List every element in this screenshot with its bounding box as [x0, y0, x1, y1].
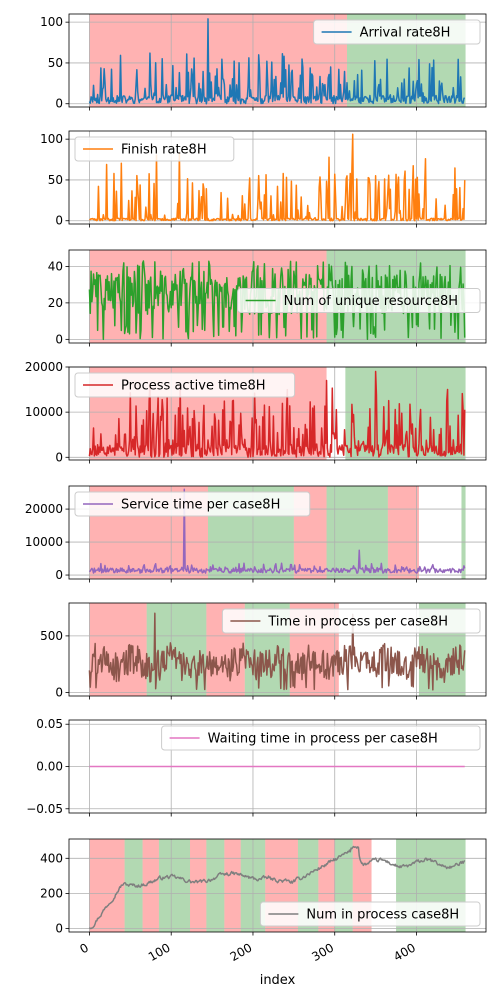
legend-box: [221, 608, 481, 634]
y-tick-label: 0.05: [36, 717, 63, 731]
legend-label: Waiting time in process per case8H: [208, 732, 438, 747]
panel-3: 0 10000 20000 Process active time8H: [25, 360, 487, 464]
legend: Num in process case8H: [259, 901, 481, 927]
legend-label: Process active time8H: [121, 379, 266, 394]
panel-1: 0 50 100 Finish rate8H: [40, 130, 487, 228]
panel-6: −0.05 0.00 0.05 Waiting time in process per…: [26, 717, 487, 817]
y-tick-label: −0.05: [26, 802, 63, 816]
panel-2: 0 20 40 Num of unique resource8H: [48, 249, 487, 347]
x-tick-label: 200: [228, 940, 255, 964]
legend: Service time per case8H: [74, 491, 311, 517]
axes-frame: [68, 130, 487, 225]
legend: Process active time8H: [74, 372, 296, 398]
series-line-7: [88, 845, 466, 930]
legend-box: [313, 19, 481, 45]
x-tick-label: 400: [391, 940, 418, 964]
legend-label: Service time per case8H: [121, 498, 280, 513]
axes-frame: [68, 366, 487, 461]
legend-label: Num in process case8H: [306, 908, 459, 923]
shaded-region-7-4: [190, 839, 207, 932]
legend-label: Num of unique resource8H: [284, 294, 458, 309]
y-tick-label: 500: [40, 629, 63, 643]
legend-label: Arrival rate8H: [360, 26, 451, 41]
y-tick-label: 0: [55, 97, 63, 111]
legend-box: [74, 372, 296, 398]
panel-0: 0 50 100 Arrival rate8H: [40, 13, 487, 111]
legend: Finish rate8H: [74, 136, 235, 162]
shaded-region-4-4: [387, 486, 419, 579]
legend: Time in process per case8H: [221, 608, 481, 634]
series-line-4: [88, 488, 466, 574]
y-tick-label: 100: [40, 15, 63, 29]
series-line-1: [89, 133, 466, 222]
y-tick-label: 0: [55, 921, 63, 935]
y-tick-label: 50: [48, 56, 63, 70]
y-tick-label: 400: [40, 851, 63, 865]
series-line-0: [88, 18, 466, 105]
axes-frame: [68, 249, 487, 344]
legend: Num of unique resource8H: [237, 288, 481, 313]
shaded-region-4-5: [461, 486, 466, 579]
y-tick-label: 0: [55, 686, 63, 700]
y-tick-label: 20: [48, 296, 63, 310]
y-tick-label: 0: [55, 214, 63, 228]
y-tick-label: 50: [48, 173, 63, 187]
shaded-region-7-6: [224, 839, 241, 932]
shaded-region-4-3: [326, 486, 388, 579]
x-tick-label: 300: [309, 940, 336, 964]
legend: Waiting time in process per case8H: [161, 725, 481, 751]
legend-box: [74, 136, 235, 162]
y-tick-label: 200: [40, 886, 63, 900]
legend: Arrival rate8H: [313, 19, 481, 45]
y-tick-label: 100: [40, 132, 63, 146]
axes-frame: [68, 485, 487, 580]
shaded-region-7-3: [158, 839, 191, 932]
panel-7: 0 200 400 Num in process case8H 0 100 200 300 40…: [40, 838, 487, 988]
y-tick-label: 10000: [25, 535, 63, 549]
axes-frame: [68, 602, 487, 697]
axes-frame: [68, 13, 487, 108]
x-axis-label: index: [260, 973, 296, 988]
legend-box: [161, 725, 481, 751]
shaded-region-7-0: [89, 839, 125, 932]
shaded-region-7-2: [142, 839, 159, 932]
x-tick-label: 100: [146, 940, 173, 964]
y-tick-label: 20000: [25, 502, 63, 516]
legend-label: Time in process per case8H: [267, 615, 448, 630]
axes-frame: [68, 838, 487, 933]
y-tick-label: 0: [55, 568, 63, 582]
series-line-3: [88, 370, 466, 458]
y-tick-label: 20000: [25, 360, 63, 374]
y-tick-label: 0.00: [36, 760, 63, 774]
x-tick-label: 0: [77, 940, 91, 956]
legend-box: [237, 288, 481, 313]
y-tick-label: 0: [55, 332, 63, 346]
series-line-5: [88, 612, 466, 691]
legend-box: [259, 901, 481, 927]
y-tick-label: 10000: [25, 405, 63, 419]
shaded-region-7-5: [206, 839, 225, 932]
panel-4: 0 10000 20000 Service time per case8H: [25, 485, 487, 583]
legend-box: [74, 491, 311, 517]
y-tick-label: 40: [48, 259, 63, 273]
panel-5: 0 500 Time in process per case8H: [40, 602, 487, 700]
legend-label: Finish rate8H: [121, 143, 207, 158]
y-tick-label: 0: [55, 450, 63, 464]
